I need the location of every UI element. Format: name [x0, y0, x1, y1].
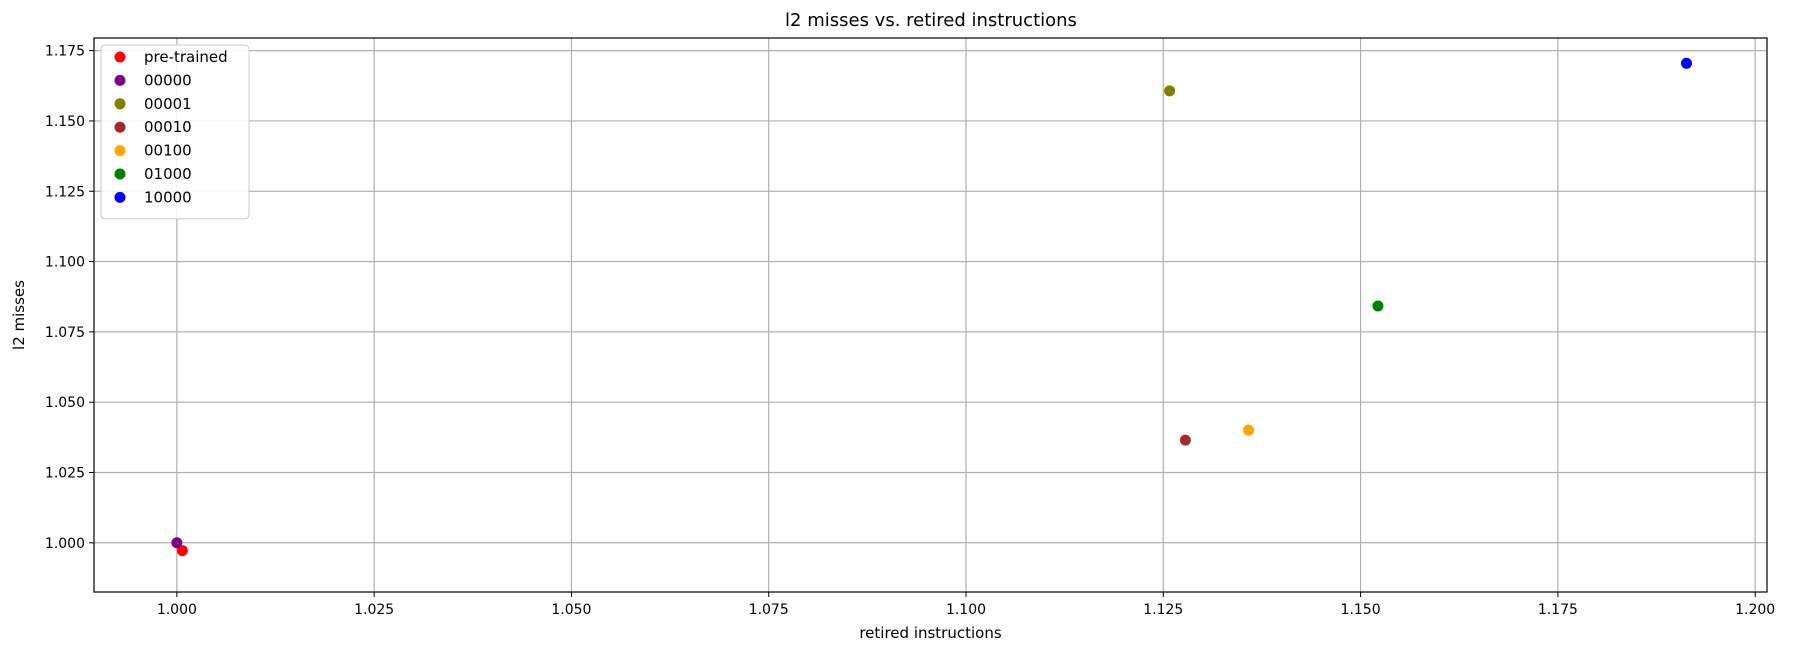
legend-marker — [114, 98, 126, 110]
legend-marker — [114, 51, 126, 63]
y-tick-label: 1.150 — [45, 114, 85, 130]
axis-ticks: 1.000 1.025 1.050 1.075 1.100 1.125 1.150 1.175… — [45, 44, 1775, 618]
plot-area-frame — [93, 37, 1768, 593]
x-tick-label: 1.200 — [1735, 602, 1775, 618]
legend-marker — [114, 145, 126, 157]
legend-marker — [114, 191, 126, 203]
y-tick-label: 1.050 — [45, 395, 85, 411]
legend-entry-label: 00001 — [144, 95, 192, 113]
y-tick-label: 1.175 — [45, 44, 85, 60]
x-tick-label: 1.100 — [946, 602, 986, 618]
x-axis-label: retired instructions — [859, 624, 1001, 642]
legend: pre-trained 00000 00001 00010 00100 01000 1000… — [100, 44, 250, 220]
legend-entry-label: 00000 — [144, 71, 192, 89]
legend-box — [100, 44, 250, 220]
y-tick-label: 1.125 — [45, 184, 85, 200]
data-point-00100 — [1243, 424, 1255, 436]
x-tick-label: 1.075 — [749, 602, 789, 618]
y-tick-label: 1.000 — [45, 536, 85, 552]
x-tick-label: 1.150 — [1341, 602, 1381, 618]
grid-layer — [94, 38, 1767, 592]
data-point-00010 — [1179, 434, 1191, 446]
legend-marker — [114, 168, 126, 180]
data-point-10000 — [1681, 57, 1693, 69]
y-axis-label: l2 misses — [10, 280, 28, 350]
data-point-00001 — [1164, 85, 1176, 97]
x-tick-label: 1.175 — [1538, 602, 1578, 618]
data-points — [171, 57, 1693, 557]
legend-entry-label: 01000 — [144, 165, 192, 183]
y-tick-label: 1.025 — [45, 465, 85, 481]
legend-entry-label: pre-trained — [144, 48, 228, 66]
y-tick-label: 1.100 — [45, 255, 85, 271]
legend-marker — [114, 74, 126, 86]
x-tick-label: 1.050 — [551, 602, 591, 618]
chart-title: l2 misses vs. retired instructions — [785, 10, 1077, 31]
legend-entry-label: 00010 — [144, 118, 192, 136]
data-point-00000 — [171, 537, 183, 549]
y-tick-label: 1.075 — [45, 325, 85, 341]
data-point-pre-trained — [176, 545, 188, 557]
legend-entry-label: 10000 — [144, 188, 192, 206]
data-point-01000 — [1372, 300, 1384, 312]
legend-entry-label: 00100 — [144, 142, 192, 160]
x-tick-label: 1.025 — [354, 602, 394, 618]
legend-marker — [114, 121, 126, 133]
x-tick-label: 1.125 — [1143, 602, 1183, 618]
x-tick-label: 1.000 — [157, 602, 197, 618]
